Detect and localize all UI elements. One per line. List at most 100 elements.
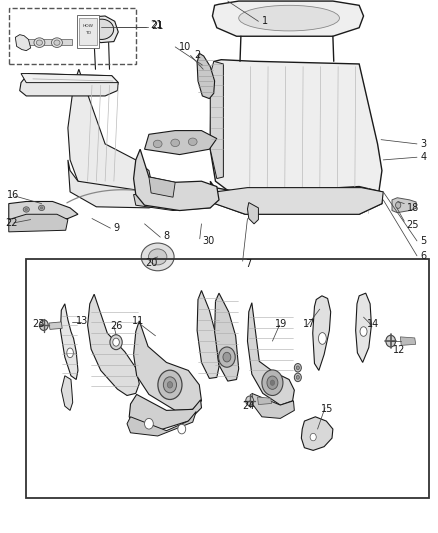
Text: 21: 21 bbox=[150, 20, 162, 30]
Text: 13: 13 bbox=[76, 317, 88, 326]
Polygon shape bbox=[215, 293, 239, 381]
Text: 26: 26 bbox=[110, 321, 123, 331]
Ellipse shape bbox=[318, 333, 326, 344]
Polygon shape bbox=[210, 61, 223, 179]
Polygon shape bbox=[129, 394, 201, 431]
Polygon shape bbox=[9, 214, 68, 232]
Polygon shape bbox=[215, 188, 383, 214]
Ellipse shape bbox=[39, 205, 45, 211]
Polygon shape bbox=[68, 160, 171, 208]
Polygon shape bbox=[197, 53, 215, 99]
Bar bbox=[9, 8, 136, 64]
Polygon shape bbox=[400, 337, 416, 345]
Ellipse shape bbox=[171, 139, 180, 147]
Ellipse shape bbox=[167, 382, 173, 388]
Ellipse shape bbox=[296, 375, 300, 379]
Text: 11: 11 bbox=[132, 316, 145, 326]
Ellipse shape bbox=[396, 202, 401, 208]
Ellipse shape bbox=[52, 38, 63, 47]
Ellipse shape bbox=[23, 207, 29, 212]
Text: 4: 4 bbox=[420, 152, 427, 162]
Bar bbox=[26, 259, 429, 498]
Ellipse shape bbox=[54, 40, 60, 45]
Polygon shape bbox=[301, 417, 333, 450]
Polygon shape bbox=[85, 16, 118, 43]
Text: 14: 14 bbox=[367, 319, 379, 328]
Ellipse shape bbox=[113, 338, 119, 346]
Polygon shape bbox=[247, 303, 294, 405]
Ellipse shape bbox=[262, 370, 283, 395]
Ellipse shape bbox=[110, 335, 122, 350]
Polygon shape bbox=[212, 1, 364, 36]
Polygon shape bbox=[134, 321, 201, 410]
Polygon shape bbox=[61, 376, 73, 410]
Ellipse shape bbox=[294, 373, 301, 382]
Text: 1: 1 bbox=[262, 17, 268, 26]
Ellipse shape bbox=[89, 19, 114, 39]
Ellipse shape bbox=[296, 366, 300, 370]
Ellipse shape bbox=[67, 348, 73, 358]
Text: 24: 24 bbox=[242, 401, 254, 411]
Ellipse shape bbox=[40, 207, 43, 209]
Text: 17: 17 bbox=[303, 319, 315, 328]
Polygon shape bbox=[313, 296, 331, 370]
Polygon shape bbox=[197, 290, 219, 378]
Bar bbox=[77, 15, 99, 48]
Bar bbox=[79, 18, 97, 45]
Text: 3: 3 bbox=[420, 139, 427, 149]
Polygon shape bbox=[49, 322, 62, 329]
Text: 2: 2 bbox=[194, 51, 200, 60]
Text: 30: 30 bbox=[202, 236, 215, 246]
Ellipse shape bbox=[25, 208, 28, 211]
Text: 22: 22 bbox=[5, 218, 18, 228]
Polygon shape bbox=[392, 198, 416, 213]
Polygon shape bbox=[134, 191, 218, 211]
Ellipse shape bbox=[153, 140, 162, 148]
Ellipse shape bbox=[310, 433, 316, 441]
Polygon shape bbox=[20, 74, 118, 96]
Ellipse shape bbox=[239, 5, 339, 31]
Text: 9: 9 bbox=[113, 223, 119, 233]
Polygon shape bbox=[356, 293, 371, 362]
Text: 16: 16 bbox=[7, 190, 19, 199]
Ellipse shape bbox=[148, 249, 167, 265]
Ellipse shape bbox=[360, 327, 367, 336]
Ellipse shape bbox=[158, 370, 182, 400]
Text: 8: 8 bbox=[163, 231, 169, 240]
Ellipse shape bbox=[36, 40, 42, 45]
Polygon shape bbox=[247, 203, 258, 224]
Polygon shape bbox=[149, 177, 175, 197]
Text: 23: 23 bbox=[32, 319, 44, 329]
Text: 5: 5 bbox=[420, 236, 427, 246]
Ellipse shape bbox=[246, 396, 254, 406]
Text: 20: 20 bbox=[145, 258, 158, 268]
Polygon shape bbox=[21, 74, 118, 83]
Text: 25: 25 bbox=[406, 220, 419, 230]
Polygon shape bbox=[210, 60, 382, 204]
Polygon shape bbox=[258, 397, 272, 405]
Ellipse shape bbox=[267, 376, 278, 389]
Ellipse shape bbox=[34, 38, 45, 47]
Text: 6: 6 bbox=[420, 251, 427, 261]
Polygon shape bbox=[127, 411, 196, 436]
Ellipse shape bbox=[178, 424, 186, 434]
Text: 18: 18 bbox=[406, 203, 419, 213]
Text: 15: 15 bbox=[321, 404, 333, 414]
Polygon shape bbox=[134, 149, 219, 211]
Ellipse shape bbox=[163, 377, 177, 393]
Text: 19: 19 bbox=[275, 319, 287, 328]
Polygon shape bbox=[252, 393, 294, 418]
Polygon shape bbox=[68, 69, 151, 195]
Text: 7: 7 bbox=[245, 259, 251, 269]
Text: HOW: HOW bbox=[82, 24, 94, 28]
Text: 21: 21 bbox=[151, 21, 163, 30]
Ellipse shape bbox=[188, 138, 197, 146]
Ellipse shape bbox=[270, 380, 275, 385]
Polygon shape bbox=[60, 304, 78, 379]
Ellipse shape bbox=[219, 347, 235, 367]
Polygon shape bbox=[88, 294, 139, 395]
Polygon shape bbox=[9, 201, 78, 220]
Ellipse shape bbox=[294, 364, 301, 372]
Text: 12: 12 bbox=[393, 345, 406, 355]
Polygon shape bbox=[15, 35, 31, 51]
